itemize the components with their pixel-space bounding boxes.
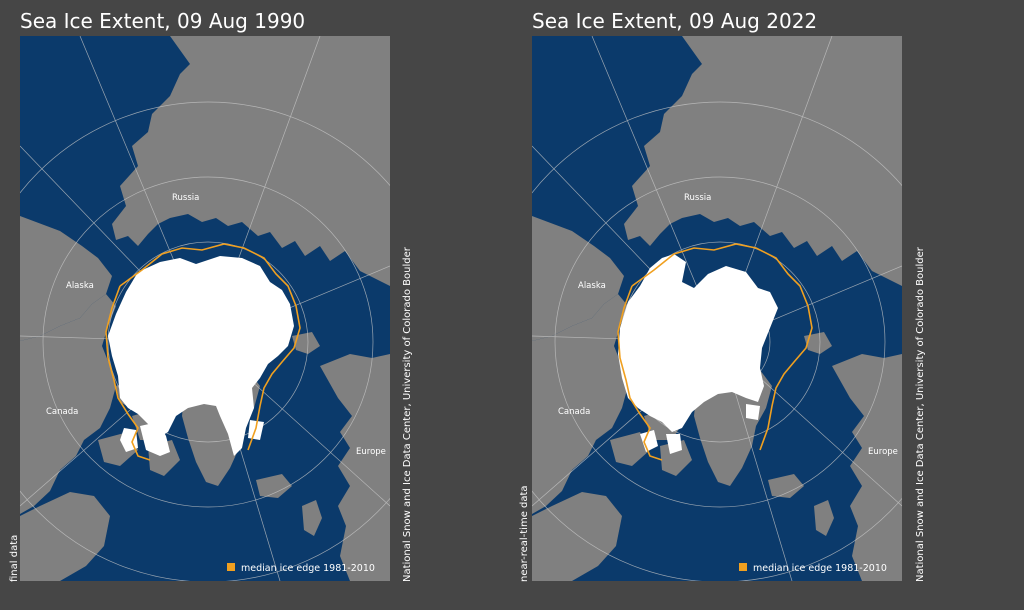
panel-1-map: Russia Alaska Canada Greenland Europe me…	[20, 36, 390, 581]
sea-ice-fragment	[140, 422, 170, 456]
label-alaska: Alaska	[578, 281, 606, 291]
panel-2-data-status: near-real-time data	[519, 485, 530, 582]
sea-ice-fragment	[640, 430, 658, 452]
panel-2-title: Sea Ice Extent, 09 Aug 2022	[532, 9, 818, 33]
sea-ice-fragment	[746, 404, 760, 420]
label-canada: Canada	[46, 407, 78, 417]
median-ice-edge-line	[105, 243, 301, 461]
panel-1-credit: National Snow and Ice Data Center, Unive…	[402, 247, 413, 582]
label-europe: Europe	[868, 447, 898, 457]
median-ice-edge-line	[617, 243, 813, 461]
label-greenland: Greenland	[186, 382, 230, 392]
legend-swatch	[739, 563, 747, 571]
panel-1-data-status: final data	[9, 534, 20, 582]
sea-ice-extent	[618, 254, 778, 432]
label-alaska: Alaska	[66, 281, 94, 291]
panel-1-title: Sea Ice Extent, 09 Aug 1990	[20, 9, 306, 33]
panel-2-map: Russia Alaska Canada Greenland Europe me…	[532, 36, 902, 581]
legend-swatch	[227, 563, 235, 571]
sea-ice-fragment	[666, 434, 682, 454]
label-greenland: Greenland	[698, 382, 742, 392]
label-russia: Russia	[172, 193, 199, 203]
label-europe: Europe	[356, 447, 386, 457]
label-russia: Russia	[684, 193, 711, 203]
legend-label: median ice edge 1981-2010	[241, 563, 375, 574]
label-canada: Canada	[558, 407, 590, 417]
sea-ice-extent	[108, 256, 294, 456]
panel-2-credit: National Snow and Ice Data Center, Unive…	[915, 247, 926, 582]
legend-label: median ice edge 1981-2010	[753, 563, 887, 574]
